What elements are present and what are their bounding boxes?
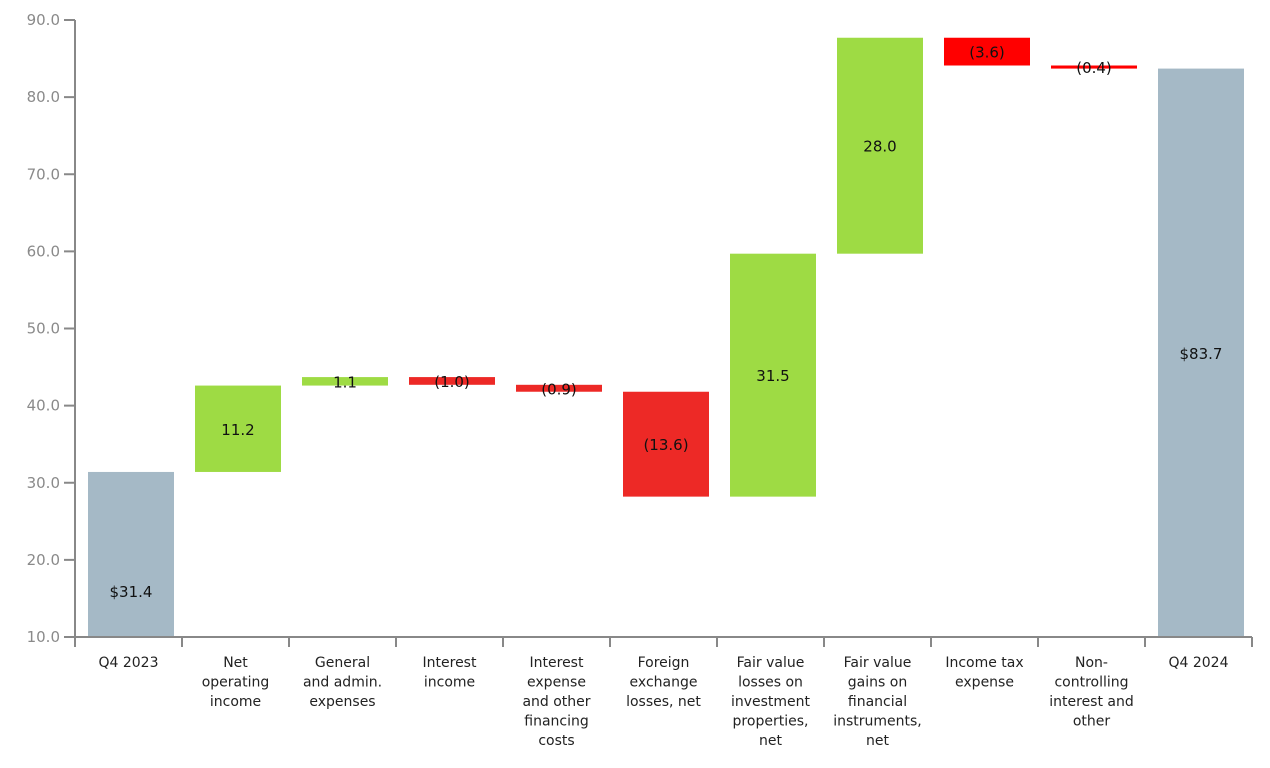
category-label-line: Q4 2024: [1168, 655, 1228, 671]
bar-10: [1158, 68, 1244, 638]
category-label: Interest income: [423, 655, 477, 691]
y-tick-label: 90.0: [27, 11, 60, 29]
category-label-line: interest and: [1049, 694, 1134, 710]
category-label-line: controlling: [1054, 675, 1128, 691]
category-label-line: net: [759, 733, 782, 749]
category-label-line: exchange: [630, 675, 698, 691]
category-label-line: Fair value: [844, 655, 912, 671]
bar-5: [623, 391, 709, 497]
bar-9: [1051, 65, 1137, 69]
category-label-line: and other: [522, 694, 590, 710]
category-label: Net operating income: [202, 655, 270, 710]
bar-6: [730, 253, 816, 497]
bar-8: [944, 37, 1030, 66]
data-label: $83.7: [1180, 345, 1223, 363]
y-tick-label: 70.0: [27, 165, 60, 183]
category-label-line: properties,: [733, 714, 809, 730]
category-label-line: Q4 2023: [98, 655, 158, 671]
category-label-line: Interest: [423, 655, 477, 671]
category-label: Interest expense and other financing costs: [522, 655, 590, 749]
category-label: Q4 2023: [98, 655, 158, 671]
category-label: Income tax expense: [945, 655, 1023, 691]
category-label-line: operating: [202, 675, 270, 691]
data-label: (3.6): [969, 44, 1005, 62]
y-tick-label: 30.0: [27, 474, 60, 492]
y-axis: 10.0 20.0 30.0 40.0 50.0 60.0 70.0 80.0 90.0: [27, 11, 76, 646]
data-label: (0.4): [1076, 59, 1112, 77]
category-label-line: losses, net: [626, 694, 701, 710]
category-label-line: other: [1073, 714, 1111, 730]
bar-1: [195, 385, 281, 472]
x-axis: Q4 2023 Net operating income General and admi…: [64, 636, 1253, 749]
category-label-line: Interest: [530, 655, 584, 671]
category-label-line: Fair value: [737, 655, 805, 671]
bar-7: [837, 37, 923, 254]
category-label-line: expense: [527, 675, 586, 691]
data-label: $31.4: [110, 583, 153, 601]
y-tick-label: 10.0: [27, 628, 60, 646]
category-label-line: General: [315, 655, 370, 671]
category-label-line: income: [210, 694, 261, 710]
category-label-line: Income tax: [945, 655, 1023, 671]
data-label: 28.0: [863, 138, 896, 156]
category-label: Foreign exchange losses, net: [626, 655, 701, 710]
y-tick-label: 40.0: [27, 397, 60, 415]
category-label-line: financing: [524, 714, 589, 730]
category-label: Fair value gains on financial instruments, n…: [833, 655, 922, 749]
category-label-line: instruments,: [833, 714, 922, 730]
bars: $31.4 11.2 1.1 (1.0) (0.9) (13.6) 31.5 28.0 (3.6…: [88, 37, 1244, 638]
category-label: General and admin. expenses: [303, 655, 382, 710]
bar-4: [516, 384, 602, 392]
category-label-line: investment: [731, 694, 811, 710]
category-label-line: Foreign: [638, 655, 690, 671]
y-tick-label: 60.0: [27, 242, 60, 260]
category-label-line: and admin.: [303, 675, 382, 691]
y-tick-label: 20.0: [27, 551, 60, 569]
category-label-line: losses on: [738, 675, 803, 691]
category-label: Q4 2024: [1168, 655, 1228, 671]
category-label: Fair value losses on investment properties,…: [731, 655, 811, 749]
category-label-line: financial: [848, 694, 907, 710]
y-tick-label: 80.0: [27, 88, 60, 106]
category-label-line: expenses: [309, 694, 375, 710]
data-label: (0.9): [541, 380, 577, 398]
category-label-line: Non-: [1075, 655, 1108, 671]
bar-2: [302, 377, 388, 386]
bar-0: [88, 471, 174, 637]
category-label-line: income: [424, 675, 475, 691]
data-label: 31.5: [756, 367, 789, 385]
category-label-line: gains on: [848, 675, 907, 691]
category-label-line: net: [866, 733, 889, 749]
data-label: 11.2: [221, 421, 254, 439]
category-label: Non-controlling interest and other: [1049, 655, 1134, 730]
category-label-line: Net: [223, 655, 248, 671]
data-label: 1.1: [333, 373, 357, 391]
category-label-line: expense: [955, 675, 1014, 691]
bar-3: [409, 377, 495, 385]
data-label: (13.6): [643, 436, 688, 454]
data-label: (1.0): [434, 373, 470, 391]
y-tick-label: 50.0: [27, 320, 60, 338]
category-label-line: costs: [538, 733, 574, 749]
